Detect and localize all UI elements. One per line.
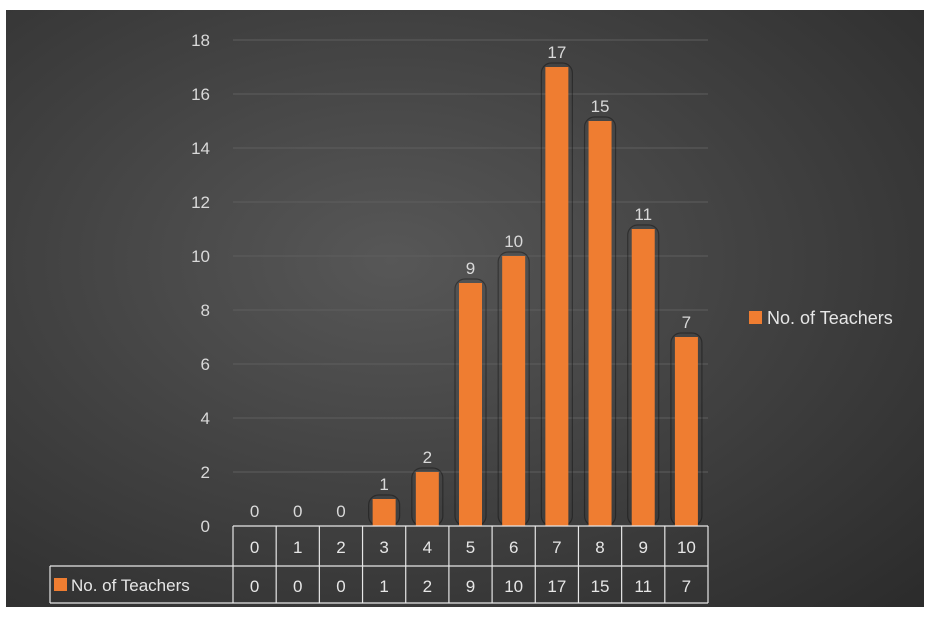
x-tick-label: 10 <box>677 538 696 557</box>
table-value: 2 <box>423 577 432 596</box>
y-tick-label: 0 <box>201 517 210 536</box>
y-axis-ticks: 0 2 4 6 8 10 12 14 16 18 <box>191 31 210 536</box>
data-label: 0 <box>293 502 302 521</box>
data-label: 0 <box>336 502 345 521</box>
table-value: 0 <box>293 577 302 596</box>
data-label: 11 <box>634 205 652 224</box>
y-tick-label: 8 <box>201 301 210 320</box>
data-label: 1 <box>379 475 388 494</box>
bar <box>545 67 569 526</box>
y-tick-label: 6 <box>201 355 210 374</box>
table-legend-swatch <box>54 578 67 591</box>
data-label: 7 <box>682 313 691 332</box>
x-tick-label: 3 <box>379 538 388 557</box>
bar <box>588 121 612 526</box>
y-tick-label: 12 <box>191 193 210 212</box>
y-tick-label: 2 <box>201 463 210 482</box>
x-tick-label: 6 <box>509 538 518 557</box>
data-label: 9 <box>466 259 475 278</box>
data-label: 17 <box>547 43 566 62</box>
y-tick-label: 4 <box>201 409 210 428</box>
table-value: 0 <box>250 577 259 596</box>
x-tick-label: 2 <box>336 538 345 557</box>
x-tick-label: 7 <box>552 538 561 557</box>
bar <box>631 229 655 526</box>
data-label: 10 <box>504 232 523 251</box>
x-tick-label: 0 <box>250 538 259 557</box>
bars <box>368 62 703 527</box>
data-labels: 0 0 0 1 2 9 10 17 15 11 7 <box>250 43 691 521</box>
bar <box>674 337 698 526</box>
table-value: 1 <box>379 577 388 596</box>
bar <box>502 256 526 526</box>
x-tick-label: 5 <box>466 538 475 557</box>
x-tick-label: 4 <box>423 538 432 557</box>
x-tick-label: 1 <box>293 538 302 557</box>
legend-swatch <box>749 311 762 324</box>
y-tick-label: 18 <box>191 31 210 50</box>
table-series-label: No. of Teachers <box>71 576 190 595</box>
x-tick-label: 8 <box>595 538 604 557</box>
legend-label: No. of Teachers <box>767 308 893 328</box>
x-tick-label: 9 <box>638 538 647 557</box>
y-tick-label: 14 <box>191 139 210 158</box>
bar <box>459 283 482 526</box>
bar <box>372 499 396 526</box>
data-label: 15 <box>591 97 610 116</box>
data-label: 0 <box>250 502 259 521</box>
table-value: 7 <box>682 577 691 596</box>
table-value: 0 <box>336 577 345 596</box>
data-label: 2 <box>423 448 432 467</box>
table-value: 17 <box>547 577 566 596</box>
table-value: 15 <box>591 577 610 596</box>
y-tick-label: 10 <box>191 247 210 266</box>
y-tick-label: 16 <box>191 85 210 104</box>
legend: No. of Teachers <box>749 308 893 328</box>
table-value: 11 <box>634 577 652 596</box>
table-value: 10 <box>504 577 523 596</box>
table-value: 9 <box>466 577 475 596</box>
bar <box>415 472 439 526</box>
